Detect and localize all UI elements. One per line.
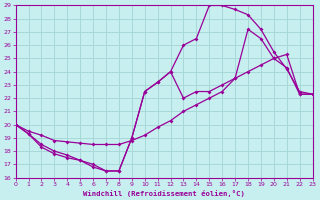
X-axis label: Windchill (Refroidissement éolien,°C): Windchill (Refroidissement éolien,°C): [83, 190, 245, 197]
